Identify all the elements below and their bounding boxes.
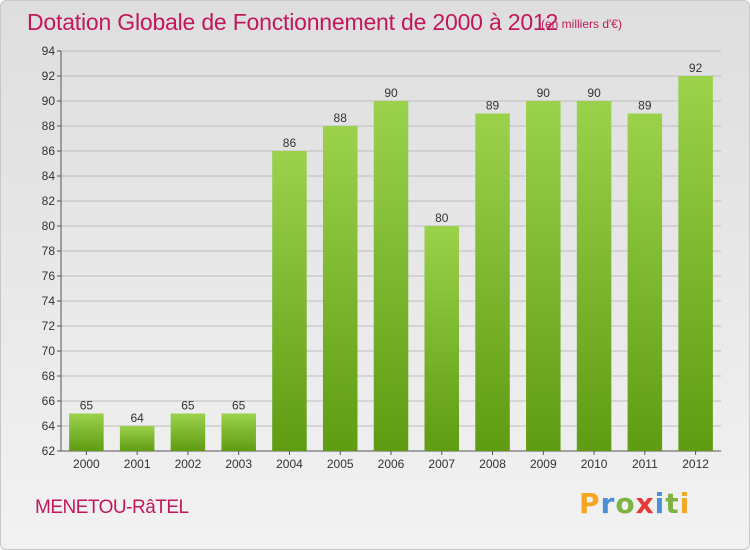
value-label: 65 xyxy=(181,399,195,413)
bar-2007 xyxy=(424,226,460,451)
value-label: 65 xyxy=(232,399,246,413)
value-label: 89 xyxy=(486,99,500,113)
x-tick-label: 2006 xyxy=(378,457,405,471)
y-tick-label: 76 xyxy=(42,269,56,283)
value-label: 90 xyxy=(587,86,601,100)
y-tick-label: 88 xyxy=(42,119,56,133)
logo-letter: r xyxy=(600,487,616,520)
value-label: 90 xyxy=(384,86,398,100)
bar-2005 xyxy=(322,126,358,451)
y-tick-label: 68 xyxy=(42,369,56,383)
value-label: 92 xyxy=(689,61,703,75)
bar-2001 xyxy=(119,426,155,451)
value-label: 88 xyxy=(334,111,348,125)
x-tick-label: 2011 xyxy=(632,457,658,471)
bar-2003 xyxy=(221,413,256,451)
bar-2000 xyxy=(69,413,104,451)
bar-2012 xyxy=(678,76,713,451)
value-label: 86 xyxy=(283,136,297,150)
y-tick-label: 64 xyxy=(42,419,56,433)
y-tick-label: 80 xyxy=(42,219,56,233)
x-tick-label: 2004 xyxy=(276,457,303,471)
x-tick-label: 2012 xyxy=(682,457,709,471)
bar-2011 xyxy=(627,113,663,451)
bar-2010 xyxy=(576,101,612,451)
y-tick-label: 92 xyxy=(42,69,56,83)
bars xyxy=(69,76,713,451)
value-label: 64 xyxy=(130,411,144,425)
logo-letter: t xyxy=(665,487,680,520)
bar-2009 xyxy=(526,101,561,451)
logo-letter: x xyxy=(635,487,655,520)
y-tick-label: 82 xyxy=(42,194,56,208)
x-tick-label: 2005 xyxy=(327,457,354,471)
labels: 2000 65 2001 64 2002 65 2003 65 2004 86 2005 88 2006… xyxy=(73,61,709,471)
chart-title: Dotation Globale de Fonctionnement de 20… xyxy=(27,9,559,35)
value-label: 90 xyxy=(537,86,551,100)
bar-2006 xyxy=(373,101,409,451)
logo-letter: P xyxy=(579,487,601,520)
x-tick-label: 2003 xyxy=(225,457,252,471)
x-tick-label: 2002 xyxy=(175,457,202,471)
y-tick-label: 86 xyxy=(42,144,56,158)
logo-letter: i xyxy=(679,487,691,520)
commune-name: MENETOU-RâTEL xyxy=(35,497,189,518)
chart-subtitle: (en milliers d'€) xyxy=(541,17,622,31)
x-tick-label: 2008 xyxy=(479,457,506,471)
logo-letter: o xyxy=(615,487,636,520)
bar-2004 xyxy=(272,151,307,451)
bar-2008 xyxy=(475,113,510,451)
y-tick-label: 90 xyxy=(42,94,56,108)
logo-letter: i xyxy=(654,487,666,520)
value-label: 65 xyxy=(80,399,94,413)
y-tick-label: 78 xyxy=(42,244,56,258)
value-label: 80 xyxy=(435,211,449,225)
y-tick-label: 94 xyxy=(42,44,56,58)
x-tick-label: 2009 xyxy=(530,457,557,471)
x-tick-label: 2001 xyxy=(124,457,151,471)
bar-2002 xyxy=(170,413,206,451)
y-tick-label: 66 xyxy=(42,394,56,408)
value-label: 89 xyxy=(638,99,652,113)
y-tick-label: 74 xyxy=(42,294,56,308)
y-tick-label: 62 xyxy=(42,444,56,458)
x-tick-label: 2007 xyxy=(428,457,455,471)
y-tick-label: 72 xyxy=(42,319,56,333)
x-tick-label: 2000 xyxy=(73,457,100,471)
y-tick-label: 70 xyxy=(42,344,56,358)
proxiti-logo: Proxiti xyxy=(579,487,690,520)
x-tick-label: 2010 xyxy=(581,457,608,471)
y-tick-label: 84 xyxy=(42,169,56,183)
